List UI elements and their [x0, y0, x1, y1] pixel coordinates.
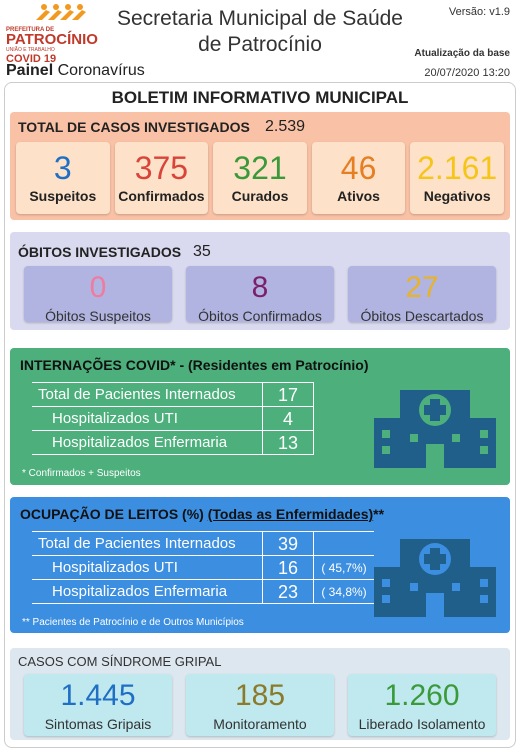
panel-title: Painel Coronavírus: [6, 62, 145, 80]
stat-card: 2.161 Negativos: [410, 142, 504, 214]
row-label: Total de Pacientes Internados: [38, 535, 236, 552]
beds-section: OCUPAÇÃO DE LEITOS (%) (Todas as Enfermi…: [10, 497, 510, 633]
section-total: 2.539: [265, 118, 306, 135]
hospital-icon: [374, 539, 496, 617]
section-title: CASOS COM SÍNDROME GRIPAL: [18, 654, 222, 669]
stat-card: 185 Monitoramento: [186, 674, 334, 736]
stat-value: 375: [134, 150, 189, 186]
stat-card: 3 Suspeitos: [16, 142, 110, 214]
stat-value: 1.445: [60, 679, 136, 712]
table-row: Hospitalizados UTI 16 ( 45,7%): [32, 556, 374, 580]
stat-label: Óbitos Suspeitos: [45, 308, 151, 324]
stat-label: Suspeitos: [29, 188, 97, 204]
stat-card: 1.445 Sintomas Gripais: [24, 674, 172, 736]
section-title: ÓBITOS INVESTIGADOS: [18, 244, 182, 260]
stat-label: Ativos: [337, 188, 380, 204]
row-value: 39: [262, 532, 314, 555]
title-line: de Patrocínio: [198, 33, 322, 56]
title-main: OCUPAÇÃO DE LEITOS (%): [20, 506, 204, 522]
stat-card: 375 Confirmados: [114, 142, 209, 214]
title: Secretaria Municipal de Saúde de Patrocí…: [100, 6, 420, 58]
row-percent: ( 34,8%): [321, 585, 367, 599]
logo-figures: [36, 4, 86, 20]
logo-tag: COVID 19: [6, 53, 57, 65]
table-row: Hospitalizados UTI 4: [32, 407, 314, 431]
title-line: Secretaria Municipal de Saúde: [116, 7, 403, 30]
section-title: INTERNAÇÕES COVID* - (Residentes em Patr…: [20, 357, 369, 373]
panel-bold: Painel: [6, 62, 54, 79]
stat-label: Liberado Isolamento: [358, 716, 486, 732]
row-label: Hospitalizados Enfermaria: [52, 434, 228, 451]
row-percent: ( 45,7%): [321, 561, 367, 575]
update-date: 20/07/2020 13:20: [424, 67, 510, 79]
stat-card: 321 Curados: [213, 142, 307, 214]
row-label: Hospitalizados UTI: [52, 559, 178, 576]
stat-value: 321: [233, 150, 287, 186]
table-row: Hospitalizados Enfermaria 13: [32, 431, 314, 455]
row-value: 16: [262, 556, 314, 579]
stat-label: Confirmados: [118, 188, 205, 204]
section-title: TOTAL DE CASOS INVESTIGADOS: [18, 119, 250, 135]
cards: 1.445 Sintomas Gripais 185 Monitoramento 1.2…: [24, 674, 496, 736]
table-row: Total de Pacientes Internados 39: [32, 532, 374, 556]
hosp-section: INTERNAÇÕES COVID* - (Residentes em Patr…: [10, 348, 510, 485]
table: Total de Pacientes Internados 17 Hospitali…: [32, 382, 314, 455]
cards: 0 Óbitos Suspeitos 8 Óbitos Confirmados 27 Ób…: [24, 266, 496, 324]
stat-value: 185: [234, 679, 286, 712]
row-value: 17: [262, 383, 314, 406]
stat-card: 8 Óbitos Confirmados: [186, 266, 334, 324]
row-value: 4: [262, 407, 314, 430]
stat-value: 2.161: [417, 150, 498, 186]
bulletin-title: BOLETIM INFORMATIVO MUNICIPAL: [111, 88, 409, 107]
flu-section: CASOS COM SÍNDROME GRIPAL 1.445 Sintomas …: [10, 648, 510, 740]
table-row: Total de Pacientes Internados 17: [32, 383, 314, 407]
row-value: 13: [262, 431, 314, 454]
logo: PREFEITURA DE PATROCÍNIO UNIÃO E TRABALH…: [6, 2, 98, 65]
stat-label: Negativos: [423, 188, 491, 204]
stat-value: 0: [89, 271, 107, 304]
row-value: 23: [262, 580, 314, 603]
stat-card: 27 Óbitos Descartados: [348, 266, 496, 324]
logo-line2: PATROCÍNIO: [6, 31, 98, 48]
stat-value: 46: [340, 150, 377, 186]
logo-line1: PREFEITURA DE: [6, 27, 55, 33]
section-total: 35: [193, 243, 211, 260]
stat-value: 8: [251, 271, 269, 304]
stat-label: Monitoramento: [213, 716, 307, 732]
note: * Confirmados + Suspeitos: [22, 468, 141, 479]
stat-card: 0 Óbitos Suspeitos: [24, 266, 172, 324]
stat-card: 46 Ativos: [311, 142, 406, 214]
title-suffix: **: [373, 506, 385, 522]
deaths-section: ÓBITOS INVESTIGADOS 35 0 Óbitos Suspeitos…: [10, 232, 510, 330]
panel-rest: Coronavírus: [57, 62, 145, 79]
stat-value: 3: [53, 150, 72, 186]
row-label: Hospitalizados Enfermaria: [52, 583, 228, 600]
row-label: Hospitalizados UTI: [52, 410, 178, 427]
note: ** Pacientes de Patrocínio e de Outros M…: [22, 617, 244, 628]
stat-value: 27: [405, 271, 439, 304]
cases-section: TOTAL DE CASOS INVESTIGADOS 2.539 3 Suspe…: [10, 112, 510, 220]
hospital-icon: [374, 390, 496, 468]
section-title: OCUPAÇÃO DE LEITOS (%) (Todas as Enfermi…: [20, 506, 384, 522]
stat-label: Curados: [231, 188, 289, 204]
stat-value: 1.260: [384, 679, 460, 712]
bulletin: [4, 82, 516, 748]
logo-line3: UNIÃO E TRABALHO: [6, 47, 55, 53]
update-label: Atualização da base: [414, 48, 510, 59]
stat-label: Óbitos Confirmados: [198, 308, 322, 324]
row-label: Total de Pacientes Internados: [38, 386, 236, 403]
version: Versão: v1.9: [448, 6, 510, 18]
table-row: Hospitalizados Enfermaria 23 ( 34,8%): [32, 580, 374, 604]
cards: 3 Suspeitos 375 Confirmados 321 Curados 46 Ativ…: [16, 142, 504, 214]
title-link: (Todas as Enfermidades): [207, 506, 374, 522]
stat-label: Óbitos Descartados: [360, 308, 484, 324]
stat-card: 1.260 Liberado Isolamento: [348, 674, 496, 736]
table: Total de Pacientes Internados 39 Hospitali…: [32, 531, 374, 604]
stat-label: Sintomas Gripais: [44, 716, 152, 732]
